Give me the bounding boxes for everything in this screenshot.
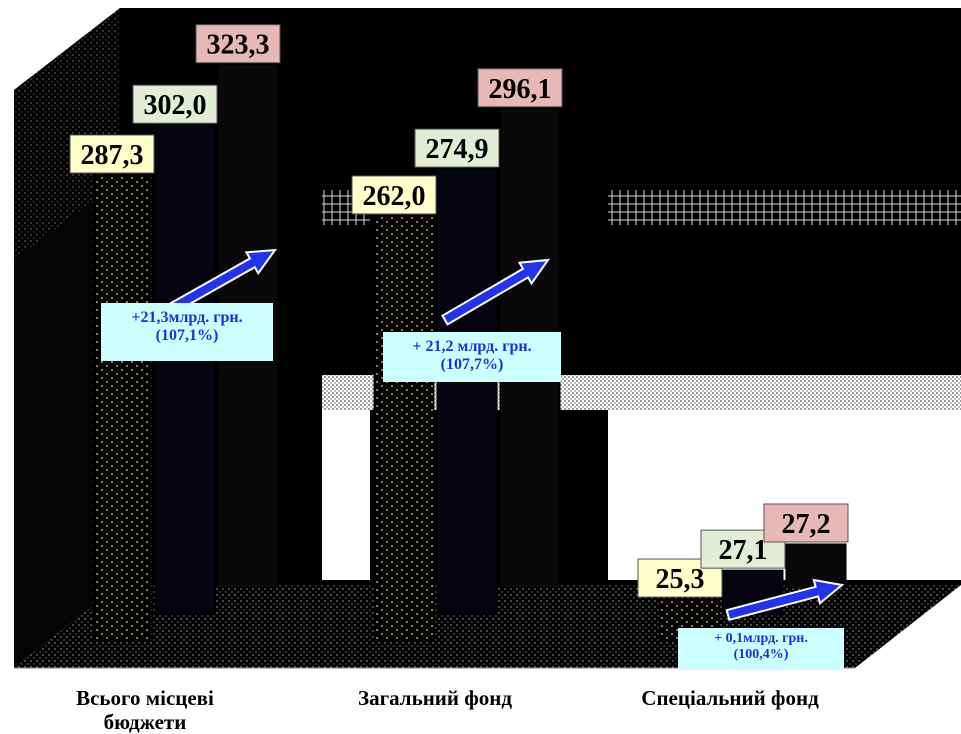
bar-c1-s2: [154, 124, 216, 615]
category-label-3: Спеціальний фонд: [641, 686, 819, 710]
bar-c1-s1: [91, 174, 153, 641]
category-label-1-line1: Всього місцеві: [76, 686, 214, 710]
category-label-1-line2: бюджети: [103, 710, 187, 734]
value-label-c1-s3: 323,3: [207, 30, 270, 61]
growth-arrow-shape-3: [725, 578, 845, 622]
growth-arrow-2: [441, 258, 551, 326]
value-label-c3-s2: 27,1: [719, 535, 768, 566]
bar-c2-s1: [373, 215, 435, 641]
value-label-c2-s1: 262,0: [363, 181, 426, 212]
value-label-c1-s2: 302,0: [144, 90, 207, 121]
annotation-note-2-line1: + 21,2 млрд. грн.: [412, 338, 532, 355]
value-label-c2-s3: 296,1: [489, 74, 552, 105]
category-label-1: Всього місцеві бюджети: [40, 686, 250, 734]
grid-band: [608, 190, 961, 225]
annotation-note-1: +21,3млрд. грн. (107,1%): [101, 303, 273, 361]
value-label-box-c2-s3: [477, 68, 563, 108]
value-label-c3-s3: 27,2: [782, 509, 831, 540]
annotation-note-3: + 0,1млрд. грн. (100,4%): [678, 628, 844, 670]
value-label-c3-s1: 25,3: [656, 564, 705, 595]
growth-arrow-3: [725, 578, 845, 622]
growth-arrow-shape-2: [441, 258, 551, 326]
value-label-box-c1-s1: [69, 134, 155, 174]
category-label-2: Загальний фонд: [358, 686, 512, 710]
bar-c2-s2: [436, 168, 498, 615]
annotation-note-3-line2: (100,4%): [733, 647, 789, 662]
annotation-note-2: + 21,2 млрд. грн. (107,7%): [383, 332, 561, 382]
value-label-box-c1-s3: [195, 24, 281, 64]
value-label-box-c2-s2: [414, 128, 500, 168]
white-band-1: [322, 410, 370, 580]
annotation-note-1-line2: (107,1%): [155, 327, 219, 344]
annotation-note-3-line1: + 0,1млрд. грн.: [714, 631, 808, 646]
value-label-c1-s1: 287,3: [81, 140, 144, 171]
value-label-box-c2-s1: [351, 175, 437, 215]
arrows: [156, 248, 845, 622]
annotation-note-1-line1: +21,3млрд. грн.: [131, 309, 243, 326]
value-label-c2-s2: 274,9: [426, 134, 489, 165]
value-label-box-c3-s3: [763, 503, 849, 543]
annotation-note-2-line2: (107,7%): [440, 356, 504, 373]
value-label-box-c3-s1: [637, 558, 723, 598]
value-label-box-c1-s2: [132, 84, 218, 124]
